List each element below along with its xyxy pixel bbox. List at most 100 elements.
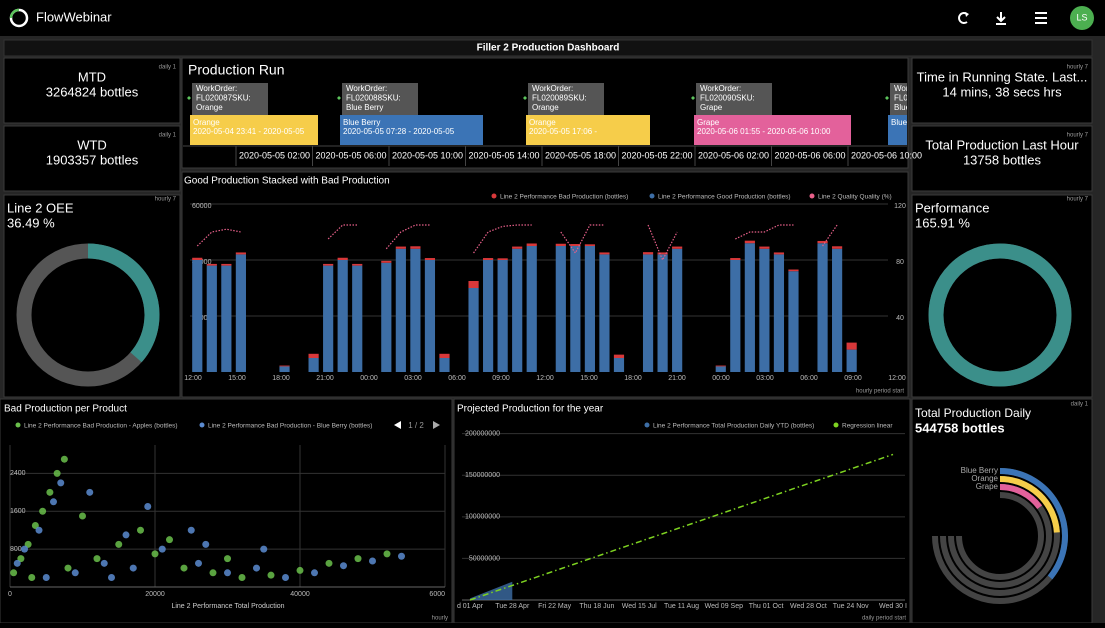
logo-accent [9,8,20,19]
bar-bad [526,243,537,246]
order-bar-fill [526,115,650,145]
legend-dot [809,193,815,199]
order-product: Blue [891,118,908,127]
y-tick-label: 200000000 [465,430,500,437]
tile-value: 3264824 bottles [46,84,139,99]
time-label: 2020-05-06 02:00 [698,150,769,160]
chart-period: daily 1 [1071,402,1089,408]
chart-subtitle: 544758 bottles [915,420,1005,435]
x-tick-label: 18:00 [272,375,290,382]
scatter-point [180,564,188,572]
legend-label: Regression linear [842,423,893,430]
scatter-point [100,559,108,567]
scatter-point [115,540,123,548]
scatter-point [340,562,347,570]
scatter-point [57,479,65,487]
menu-button[interactable] [1035,12,1047,24]
scatter-point [21,545,28,553]
radial-bar [999,468,1068,580]
x-tick-label: 09:00 [844,375,862,382]
order-bar-fill [694,115,851,145]
scatter-point [137,526,144,534]
legend-label: Line 2 Performance Total Production Dail… [653,423,814,430]
time-label: 2020-05-05 10:00 [392,150,463,160]
bar-good [773,254,785,372]
bar-good [192,260,203,372]
bar-good [817,243,828,372]
time-cell: 2020-05-06 06:00 [775,150,846,160]
scatter-point [158,545,166,553]
quality-line [196,224,838,262]
scatter-point [296,566,304,574]
radial-bar [999,484,1043,510]
x-tick-label: d 01 Apr [457,603,484,610]
gauge-value: 165.91 % [915,215,970,230]
gauge-period: hourly 7 [1067,197,1089,203]
y-tick-label: 100000000 [465,514,500,521]
ytd-area [470,581,513,600]
bar-good [744,243,755,372]
x-tick-label: Thu 18 Jun [579,603,614,610]
chart-title: Bad Production per Product [4,404,127,415]
gauge-title: Performance [915,200,989,215]
gauge-value: 36.49 % [7,215,55,230]
scatter-point [224,569,231,577]
scatter-point [354,555,362,563]
scatter-point [383,550,391,558]
download-button[interactable] [996,12,1006,25]
chart-note: hourly [432,616,448,622]
y-tick-label: 1600 [10,508,26,515]
x-tick-label: 15:00 [228,375,246,382]
order-line: FL020088SKU: [346,94,401,103]
y2-tick-label: 40 [896,315,904,322]
bar-good [759,248,770,372]
avatar[interactable] [1070,6,1094,30]
pager-label: 1 / 2 [408,421,424,430]
x-tick-label: Wed 30 I [879,603,907,610]
scatter-point [122,531,130,539]
title-bar [3,39,1093,57]
tile-title: WTD [77,137,107,152]
x-tick-label: Wed 28 Oct [790,603,827,610]
bar-good [832,248,843,372]
y2-tick-label: 80 [896,259,904,266]
tile-title: Total Production Last Hour [925,137,1079,152]
panel-title: Production Run [188,62,285,78]
order-time: 2020-05-04 23:41 - 2020-05-05 [193,127,305,136]
scatter-point [187,526,195,534]
tile-period: daily 1 [159,133,177,139]
bar-good [221,265,232,372]
legend-dot [15,422,21,428]
time-cell: 2020-05-05 14:00 [469,150,540,160]
bar-good [613,358,625,372]
bar-good [672,248,683,372]
production-run-area: WorkOrder:FL020087SKU:OrangeOrange2020-0… [187,83,908,145]
refresh-button[interactable] [958,12,969,24]
panel [181,171,909,398]
scatter-point [86,488,94,496]
order-bar-fill [340,115,483,145]
x-tick-label: Wed 15 Jul [622,603,657,610]
x-tick-label: 06:00 [448,375,466,382]
x-tick-label: 20000 [145,591,165,598]
scatter-point [325,559,333,567]
gauge-arc [928,243,1072,387]
panel [453,398,911,624]
order-line: WorkOrder: [346,84,387,93]
x-tick-label: 40000 [290,591,310,598]
bar-good [439,358,450,372]
order-time: 2020-05-05 17:06 - [529,127,597,136]
x-tick-label: 12:00 [536,375,554,382]
bar-bad [323,263,334,266]
bar-good [584,246,595,372]
pager-next[interactable] [433,421,440,429]
bar-bad [381,260,392,263]
legend-label: Line 2 Performance Good Production (bott… [658,194,791,201]
bar-good [468,288,479,372]
scatter-point [253,564,260,572]
tile-period: daily 1 [159,65,177,71]
pager-prev[interactable] [394,421,401,429]
